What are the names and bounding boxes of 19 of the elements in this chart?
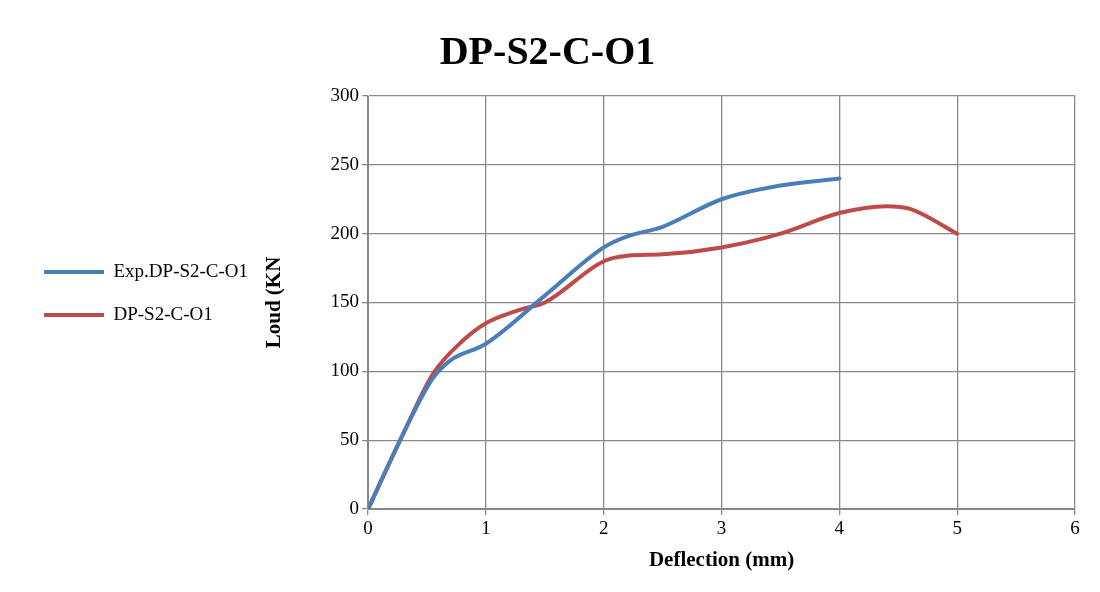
y-tick-label: 50 xyxy=(340,428,360,450)
y-tick-label: 150 xyxy=(330,290,360,312)
legend-label: DP-S2-C-O1 xyxy=(113,302,213,324)
x-tick-label: 2 xyxy=(598,517,609,539)
chart-title: DP-S2-C-O1 xyxy=(439,28,656,74)
x-tick-label: 3 xyxy=(716,517,727,539)
y-tick-label: 250 xyxy=(330,152,360,174)
x-tick-label: 4 xyxy=(834,517,845,539)
x-axis-title: Deflection (mm) xyxy=(648,546,795,571)
x-tick-label: 5 xyxy=(952,517,962,539)
y-axis-title: Loud (KN xyxy=(261,256,286,349)
line-series xyxy=(368,176,842,509)
y-tick-label: 100 xyxy=(330,359,360,381)
y-tick-label: 0 xyxy=(349,496,360,518)
x-tick-label: 1 xyxy=(481,517,491,539)
y-tick-label: 200 xyxy=(330,221,360,243)
y-tick-label: 300 xyxy=(330,83,360,105)
x-tick-label: 6 xyxy=(1070,517,1080,539)
legend-label: Exp.DP-S2-C-O1 xyxy=(113,259,249,281)
